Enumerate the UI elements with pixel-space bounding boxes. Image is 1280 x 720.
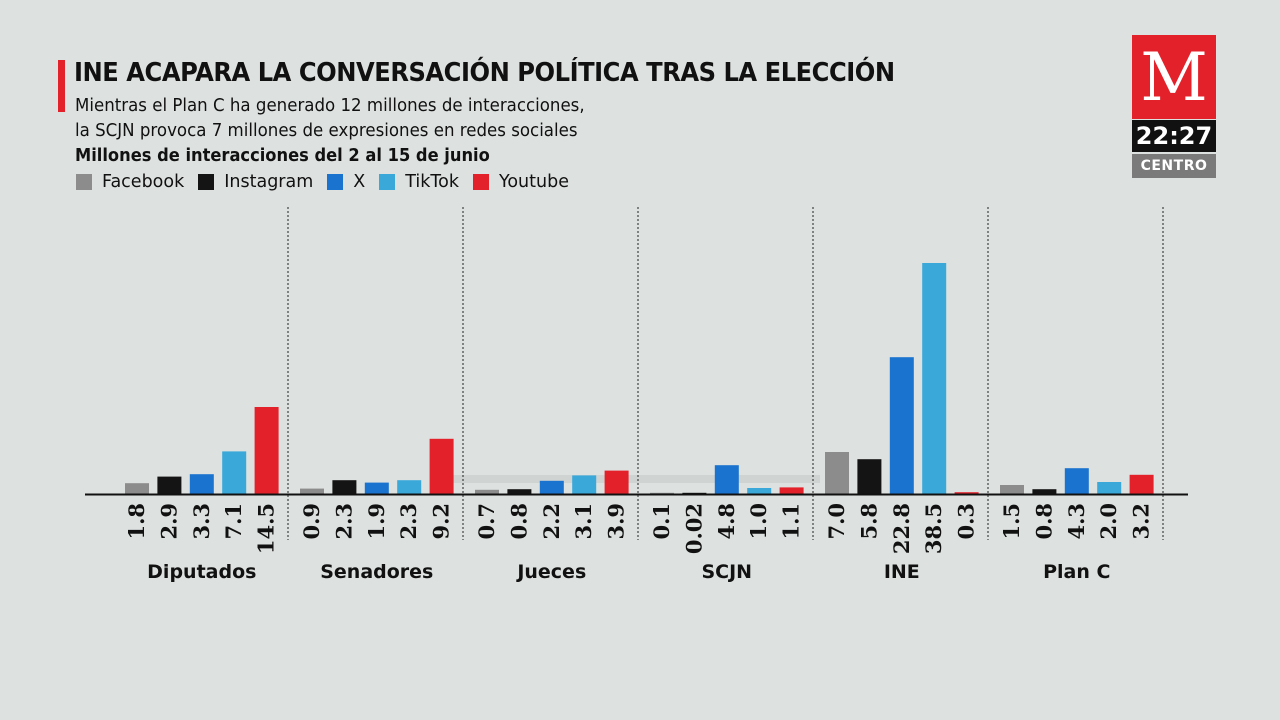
value-label-ine-facebook: 7.0 xyxy=(824,503,849,540)
value-label-jueces-x: 2.2 xyxy=(539,503,564,540)
bar-ine-instagram xyxy=(857,459,882,494)
bar-scjn-youtube xyxy=(779,487,804,494)
legend-item-facebook: Facebook xyxy=(76,172,184,192)
legend-label-tiktok: TikTok xyxy=(405,172,459,192)
bar-diputados-instagram xyxy=(157,476,182,494)
subtitle-line-2: la SCJN provoca 7 millones de expresione… xyxy=(75,121,578,141)
value-label-jueces-tiktok: 3.1 xyxy=(571,503,596,540)
legend-label-facebook: Facebook xyxy=(102,172,185,192)
value-label-scjn-instagram: 0.02 xyxy=(681,503,706,554)
value-label-ine-instagram: 5.8 xyxy=(856,503,881,540)
value-label-ine-youtube: 0.3 xyxy=(954,503,979,540)
bar-diputados-facebook xyxy=(125,483,149,494)
value-label-senadores-facebook: 0.9 xyxy=(299,503,324,540)
title-accent-bar xyxy=(58,60,65,112)
value-label-plan-c-youtube: 3.2 xyxy=(1129,503,1154,540)
category-label-diputados: Diputados xyxy=(147,561,256,583)
legend: Facebook Instagram X TikTok Youtube xyxy=(76,172,583,192)
bar-plan-c-tiktok xyxy=(1097,482,1122,494)
value-label-diputados-youtube: 14.5 xyxy=(254,503,279,554)
value-label-diputados-facebook: 1.8 xyxy=(124,503,149,540)
bar-plan-c-instagram xyxy=(1032,489,1057,494)
bar-ine-x xyxy=(889,357,914,494)
bar-jueces-x xyxy=(539,480,564,494)
logo-letter: M xyxy=(1140,39,1208,116)
category-label-jueces: Jueces xyxy=(515,561,586,583)
value-label-scjn-tiktok: 1.0 xyxy=(746,503,771,540)
bar-plan-c-x xyxy=(1064,468,1089,494)
bar-ine-youtube xyxy=(954,492,979,494)
subtitle-line-1: Mientras el Plan C ha generado 12 millon… xyxy=(75,96,585,116)
value-label-ine-tiktok: 38.5 xyxy=(921,503,946,554)
legend-label-instagram: Instagram xyxy=(224,172,314,192)
value-label-ine-x: 22.8 xyxy=(889,503,914,554)
value-label-diputados-tiktok: 7.1 xyxy=(221,503,246,540)
value-label-senadores-youtube: 9.2 xyxy=(429,503,454,540)
value-label-senadores-instagram: 2.3 xyxy=(331,503,356,540)
clock-time: 22:27 xyxy=(1132,120,1216,152)
legend-item-youtube: Youtube xyxy=(472,172,569,192)
category-label-scjn: SCJN xyxy=(701,561,752,583)
value-label-jueces-instagram: 0.8 xyxy=(506,503,531,540)
legend-item-tiktok: TikTok xyxy=(379,172,459,192)
bar-senadores-instagram xyxy=(332,480,357,494)
bar-senadores-youtube xyxy=(429,438,454,494)
bar-jueces-instagram xyxy=(507,489,532,494)
time-zone-label: CENTRO xyxy=(1132,154,1216,178)
bar-plan-c-youtube xyxy=(1129,474,1154,494)
bar-scjn-x xyxy=(714,465,739,494)
chart-title: INE ACAPARA LA CONVERSACIÓN POLÍTICA TRA… xyxy=(74,58,895,88)
bar-senadores-facebook xyxy=(300,488,324,494)
value-label-scjn-youtube: 1.1 xyxy=(779,503,804,540)
value-label-plan-c-instagram: 0.8 xyxy=(1031,503,1056,540)
milenio-logo: M xyxy=(1132,35,1216,119)
bar-plan-c-facebook xyxy=(1000,485,1024,494)
legend-swatch-youtube xyxy=(472,174,489,190)
legend-item-x: X xyxy=(327,172,365,192)
legend-swatch-tiktok xyxy=(379,174,396,190)
value-label-senadores-tiktok: 2.3 xyxy=(396,503,421,540)
bar-jueces-facebook xyxy=(475,489,499,494)
bar-diputados-tiktok xyxy=(222,451,247,494)
value-label-scjn-facebook: 0.1 xyxy=(649,503,674,540)
category-label-plan-c: Plan C xyxy=(1043,561,1110,583)
legend-swatch-facebook xyxy=(76,174,92,190)
value-label-plan-c-tiktok: 2.0 xyxy=(1096,503,1121,540)
value-label-plan-c-facebook: 1.5 xyxy=(999,503,1024,540)
bar-jueces-tiktok xyxy=(572,475,597,494)
highlight-band xyxy=(440,475,820,483)
category-label-ine: INE xyxy=(884,561,920,583)
bar-ine-tiktok xyxy=(922,263,947,494)
bar-scjn-instagram xyxy=(682,492,707,494)
value-label-jueces-facebook: 0.7 xyxy=(474,503,499,540)
value-label-senadores-x: 1.9 xyxy=(364,503,389,540)
bar-senadores-tiktok xyxy=(397,480,422,494)
legend-swatch-x xyxy=(327,174,344,190)
bar-ine-facebook xyxy=(825,452,849,494)
bar-diputados-youtube xyxy=(254,407,279,494)
bar-scjn-facebook xyxy=(650,492,674,494)
bar-diputados-x xyxy=(189,474,214,494)
value-label-diputados-instagram: 2.9 xyxy=(156,503,181,540)
category-label-senadores: Senadores xyxy=(320,561,433,583)
value-label-scjn-x: 4.8 xyxy=(714,503,739,540)
value-label-diputados-x: 3.3 xyxy=(189,503,214,540)
legend-label-x: X xyxy=(353,172,366,192)
bar-scjn-tiktok xyxy=(747,488,772,494)
value-label-plan-c-x: 4.3 xyxy=(1064,503,1089,540)
legend-label-youtube: Youtube xyxy=(498,172,569,192)
units-label: Millones de interacciones del 2 al 15 de… xyxy=(75,146,490,166)
bar-jueces-youtube xyxy=(604,470,629,494)
legend-item-instagram: Instagram xyxy=(198,172,313,192)
legend-swatch-instagram xyxy=(198,174,215,190)
bar-senadores-x xyxy=(364,482,389,494)
value-label-jueces-youtube: 3.9 xyxy=(604,503,629,540)
